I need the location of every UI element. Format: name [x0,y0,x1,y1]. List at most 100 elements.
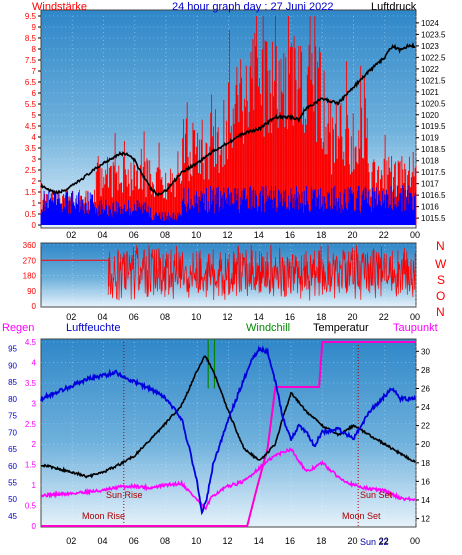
compass-o: O [436,289,445,303]
rain-y-tick-label: 1.5 [25,461,37,470]
temp-y-tick-label: 18 [421,459,430,468]
pressure-y-tick-label: 1022.5 [421,53,446,62]
pressure-y-tick-label: 1018 [421,157,439,166]
wind-x-tick-label: 16 [285,230,295,240]
humtemp-x-tick-label: 12 [223,536,233,546]
dir-x-tick-label: 00 [410,312,420,322]
humtemp-x-tick-label: 14 [254,536,264,546]
compass-n-bottom: N [436,305,445,319]
pressure-series [40,41,416,197]
humidity-y-tick-label: 90 [8,361,17,370]
dir-x-tick-label: 08 [160,312,170,322]
pressure-y-tick-label: 1017.5 [421,168,446,177]
wind-average-series [40,185,416,225]
compass-w: W [435,257,447,271]
rain-y-tick-label: 3 [32,399,37,408]
sun-set-clock-label: Sun 22 [360,537,389,547]
pressure-y-tick-label: 1019 [421,134,439,143]
humidity-temp-plot-area [40,338,417,528]
humidity-temp-marks [40,339,417,527]
wind-x-tick-label: 20 [348,230,358,240]
humtemp-x-tick-label: 22 [379,536,389,546]
dir-y-tick-label: 90 [27,287,36,296]
temp-y-tick-label: 24 [421,403,430,412]
rain-axis-label: Regen [2,322,34,334]
wind-x-tick-label: 06 [129,230,139,240]
wind-direction-marks [41,244,417,301]
dir-x-tick-label: 20 [348,312,358,322]
humtemp-x-tick-label: 08 [160,536,170,546]
humidity-y-tick-label: 85 [8,378,17,387]
dir-x-tick-label: 16 [285,312,295,322]
dir-x-tick-label: 02 [66,312,76,322]
humidity-axis-label: Luftfeuchte [66,322,120,334]
wind-y-tick-label: 3.5 [25,144,37,153]
rain-y-tick-label: 4.5 [25,338,37,347]
wind-y-tick-label: 6.5 [25,78,37,87]
humidity-y-tick-label: 55 [8,479,17,488]
dir-y-tick-label: 180 [23,272,37,281]
moon-rise-label: Moon Rise [82,511,125,521]
pressure-y-tick-label: 1018.5 [421,145,446,154]
rain-y-tick-label: 2 [32,440,37,449]
dir-y-tick-label: 0 [32,302,37,311]
rain-y-tick-label: 0.5 [25,502,37,511]
humidity-y-tick-label: 70 [8,428,17,437]
sun-rise-label: Sun Rise [106,490,143,500]
humtemp-x-tick-label: 04 [98,536,108,546]
wind-direction-series [107,244,417,301]
temp-y-tick-label: 20 [421,440,430,449]
humidity-y-tick-label: 95 [8,345,17,354]
wind-y-tick-label: 9.5 [25,12,37,21]
rain-y-tick-label: 1 [32,481,37,490]
pressure-y-tick-label: 1019.5 [421,122,446,131]
pressure-y-tick-label: 1022 [421,65,439,74]
humtemp-x-tick-label: 06 [129,536,139,546]
wind-y-tick-label: 6 [32,89,37,98]
wind-x-tick-label: 10 [191,230,201,240]
dir-x-tick-label: 14 [254,312,264,322]
temperature-series [40,355,416,479]
wind-y-tick-label: 5.5 [25,100,37,109]
dir-x-tick-label: 18 [316,312,326,322]
wind-y-tick-label: 3 [32,155,37,164]
temp-y-tick-label: 30 [421,347,430,356]
dir-x-tick-label: 12 [223,312,233,322]
wind-x-tick-label: 08 [160,230,170,240]
humtemp-x-tick-label: 10 [191,536,201,546]
dir-y-tick-label: 360 [23,241,37,250]
dir-y-tick-label: 270 [23,256,37,265]
wind-x-tick-label: 22 [379,230,389,240]
humidity-temp-grid: 0 0.5 1 1.5 2 2.5 3 3.5 4 4.5 45 50 55 60 65 70 75 80 85 90… [8,338,430,546]
sun-set-label: Sun Set [360,490,393,500]
humtemp-x-tick-label: 18 [316,536,326,546]
wind-y-tick-label: 4.5 [25,122,37,131]
dir-x-tick-label: 06 [129,312,139,322]
rain-series [41,341,416,527]
rain-y-tick-label: 4 [32,358,37,367]
pressure-y-tick-label: 1023.5 [421,30,446,39]
wind-y-tick-label: 7.5 [25,56,37,65]
rain-y-tick-label: 3.5 [25,379,37,388]
wind-x-tick-label: 18 [316,230,326,240]
compass-s: S [437,273,445,287]
wind-y-tick-label: 5 [32,111,37,120]
temp-y-tick-label: 16 [421,477,430,486]
pressure-axis-label: Luftdruck [371,1,417,13]
wind-x-tick-label: 14 [254,230,264,240]
humidity-y-tick-label: 45 [8,512,17,521]
rain-y-tick-label: 2.5 [25,420,37,429]
wind-y-tick-label: 2.5 [25,166,37,175]
wind-y-tick-label: 9 [32,23,37,32]
pressure-y-tick-label: 1015.5 [421,214,446,223]
pressure-y-tick-label: 1020.5 [421,99,446,108]
pressure-y-tick-label: 1016.5 [421,191,446,200]
pressure-y-tick-label: 1023 [421,42,439,51]
wind-y-tick-label: 1.5 [25,188,37,197]
dir-x-tick-label: 10 [191,312,201,322]
wind-y-tick-label: 8 [32,45,37,54]
wind-y-tick-label: 0 [32,221,37,230]
humidity-y-tick-label: 50 [8,495,17,504]
